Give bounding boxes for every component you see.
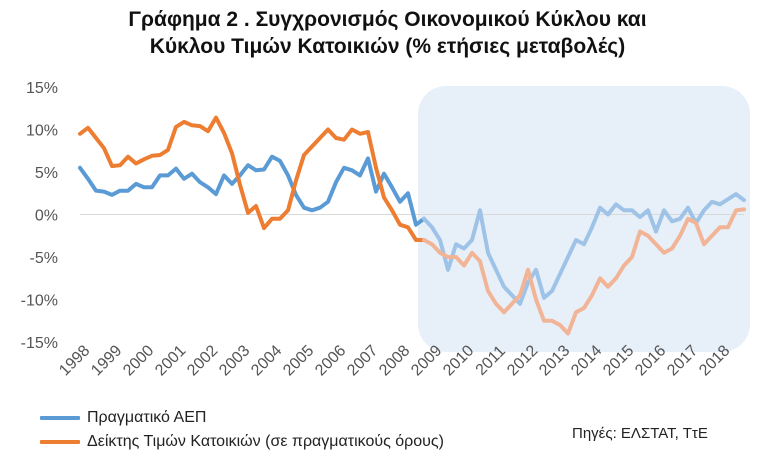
- series-line-gdp-crisis: [422, 192, 746, 306]
- legend-label-gdp: Πραγματικό ΑΕΠ: [87, 409, 207, 426]
- y-axis-ticks: 15% 10% 5% 0% -5% -10% -15%: [21, 80, 58, 352]
- legend-item-gdp: Πραγματικό ΑΕΠ: [40, 406, 444, 430]
- chart-title-line-1: Γράφημα 2 . Συγχρονισμός Οικονομικού Κύκ…: [128, 8, 647, 31]
- series-line-housing: [78, 115, 426, 242]
- legend-swatch-housing: [40, 440, 80, 444]
- series-line-gdp: [78, 154, 426, 227]
- highlight-period-region: [418, 86, 750, 352]
- y-tick-label: 15%: [26, 80, 58, 97]
- x-tick-label: 1998: [56, 342, 93, 379]
- source-note: Πηγές: ΕΛΣΤΑΤ, ΤτΕ: [572, 425, 708, 442]
- legend-label-housing: Δείκτης Τιμών Κατοικιών (σε πραγματικούς…: [87, 433, 444, 450]
- series-lines: [78, 115, 746, 336]
- x-tick-label: 2004: [248, 342, 285, 379]
- y-tick-label: 0%: [35, 208, 58, 225]
- y-tick-label: -5%: [30, 250, 58, 267]
- x-tick-label: 2008: [376, 342, 413, 379]
- series-line-housing-crisis: [422, 207, 746, 336]
- y-tick-label: 10%: [26, 123, 58, 140]
- x-tick-label: 2002: [184, 342, 221, 379]
- y-tick-label: -15%: [21, 335, 58, 352]
- x-tick-label: 2005: [280, 342, 317, 379]
- legend: Πραγματικό ΑΕΠ Δείκτης Τιμών Κατοικιών (…: [40, 406, 444, 454]
- y-tick-label: 5%: [35, 165, 58, 182]
- x-tick-label: 2000: [120, 342, 157, 379]
- x-tick-label: 2003: [216, 342, 253, 379]
- x-tick-label: 1999: [88, 342, 125, 379]
- chart-title-line-2: Κύκλου Τιμών Κατοικιών (% ετήσιες μεταβο…: [149, 35, 626, 58]
- x-tick-label: 2006: [312, 342, 349, 379]
- legend-swatch-gdp: [40, 416, 80, 420]
- legend-item-housing: Δείκτης Τιμών Κατοικιών (σε πραγματικούς…: [40, 430, 444, 454]
- x-tick-label: 2007: [344, 342, 381, 379]
- chart-title: Γράφημα 2 . Συγχρονισμός Οικονομικού Κύκ…: [0, 6, 775, 60]
- y-tick-label: -10%: [21, 293, 58, 310]
- x-tick-label: 2001: [152, 342, 189, 379]
